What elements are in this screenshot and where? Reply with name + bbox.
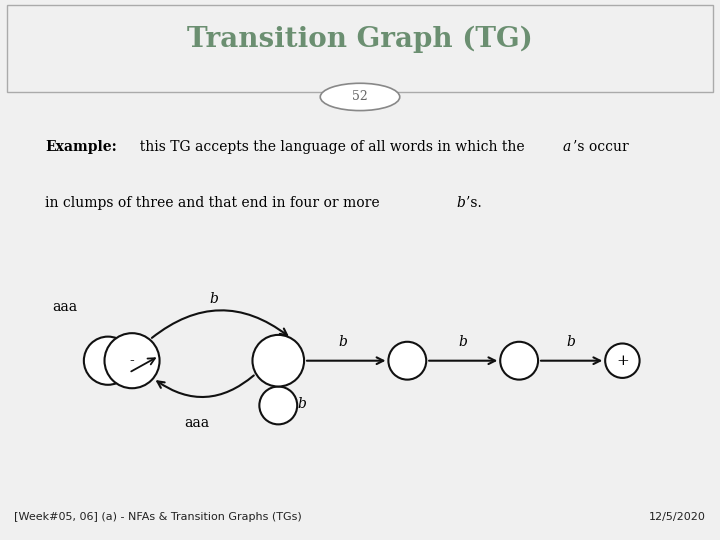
- FancyArrowPatch shape: [541, 357, 600, 364]
- Text: 52: 52: [352, 90, 368, 104]
- Circle shape: [320, 83, 400, 111]
- Text: b: b: [297, 397, 306, 411]
- FancyArrowPatch shape: [157, 375, 254, 397]
- Text: ’s.: ’s.: [466, 196, 482, 210]
- Circle shape: [388, 342, 426, 380]
- Circle shape: [253, 335, 304, 387]
- Text: 12/5/2020: 12/5/2020: [649, 512, 706, 522]
- Text: this TG accepts the language of all words in which the: this TG accepts the language of all word…: [132, 140, 529, 154]
- Text: -: -: [130, 354, 135, 368]
- Circle shape: [259, 387, 297, 424]
- Text: aaa: aaa: [53, 300, 78, 314]
- Text: ’s occur: ’s occur: [573, 140, 629, 154]
- Text: in clumps of three and that end in four or more: in clumps of three and that end in four …: [45, 196, 384, 210]
- Text: Transition Graph (TG): Transition Graph (TG): [187, 25, 533, 52]
- Circle shape: [500, 342, 538, 380]
- Text: b: b: [338, 335, 347, 349]
- Text: +: +: [616, 354, 629, 368]
- Circle shape: [606, 343, 639, 378]
- Text: [Week#05, 06] (a) - NFAs & Transition Graphs (TGs): [Week#05, 06] (a) - NFAs & Transition Gr…: [14, 512, 302, 522]
- Text: b: b: [210, 292, 218, 306]
- Text: aaa: aaa: [184, 416, 209, 430]
- FancyArrowPatch shape: [152, 310, 287, 338]
- Circle shape: [104, 333, 160, 388]
- Text: b: b: [567, 335, 575, 349]
- Circle shape: [84, 336, 132, 385]
- Text: b: b: [459, 335, 468, 349]
- FancyArrowPatch shape: [131, 358, 155, 372]
- Text: Example:: Example:: [45, 140, 117, 154]
- FancyArrowPatch shape: [429, 357, 495, 364]
- Text: a: a: [562, 140, 570, 154]
- FancyArrowPatch shape: [307, 357, 383, 364]
- Text: b: b: [456, 196, 466, 210]
